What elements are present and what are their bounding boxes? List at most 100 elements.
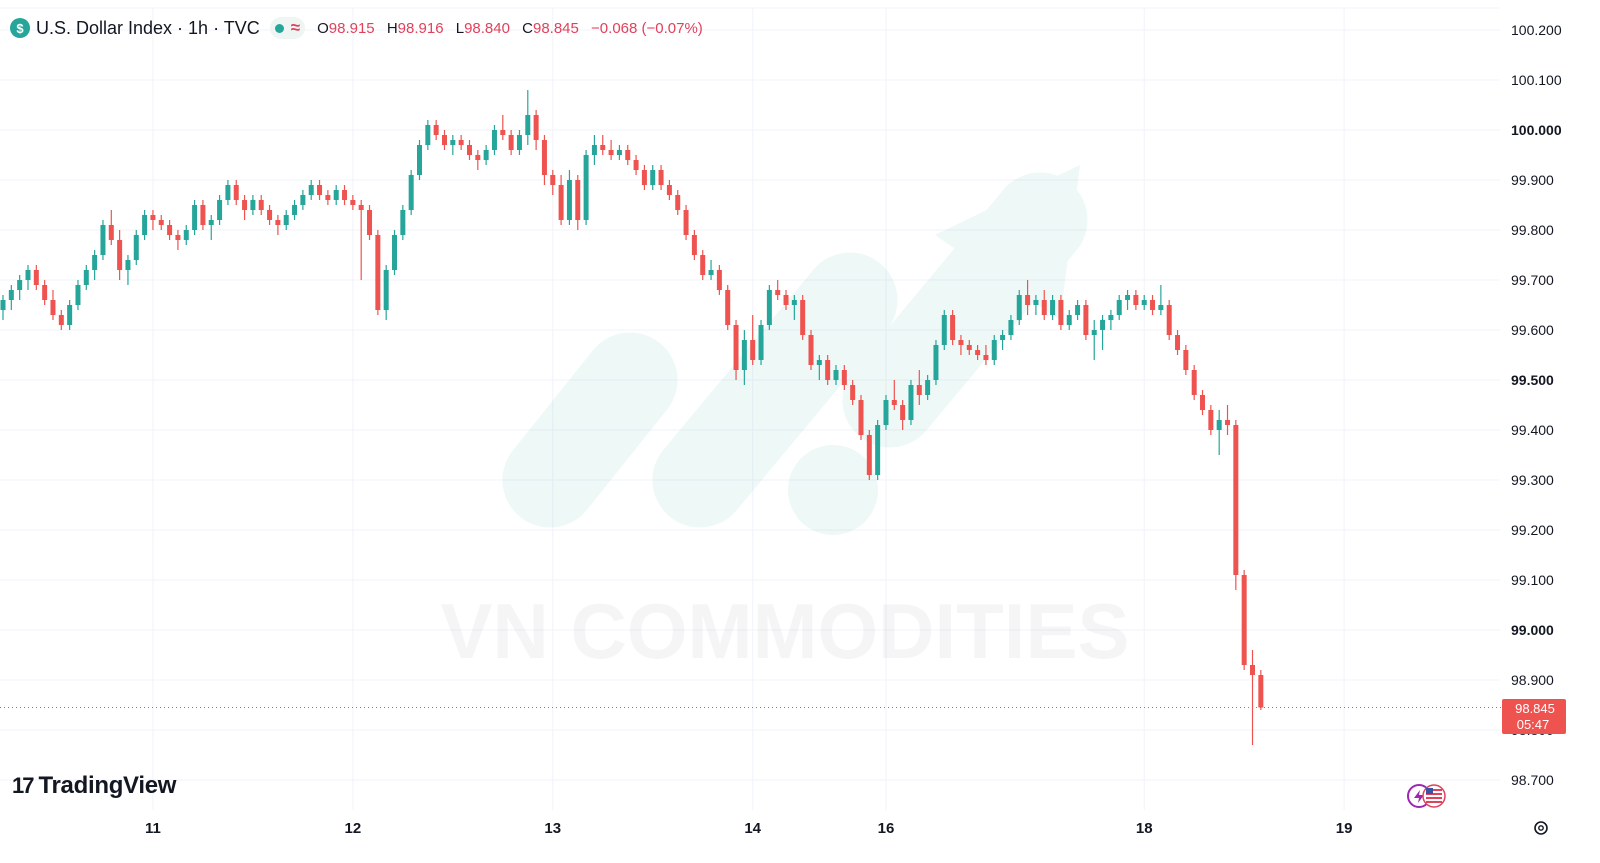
x-tick-label: 19 [1336,820,1353,837]
symbol-legend[interactable]: $ U.S. Dollar Index · 1h · TVC ≈ O98.915… [10,16,703,40]
candle-body [283,215,289,225]
candle-body [308,185,314,195]
candle-body [1208,410,1214,430]
candle-body [225,185,231,200]
candle-body [700,255,706,275]
candle-body [167,225,173,235]
x-tick-label: 16 [878,820,895,837]
candle-body [317,185,323,195]
candle-body [625,150,631,160]
candle-body [217,200,223,220]
candle-body [1216,420,1222,430]
high-label: H [386,19,398,37]
candle-body [733,325,739,370]
candle-body [725,290,731,325]
flag-icon[interactable] [1407,784,1446,808]
candle-body [783,295,789,305]
candle-body [108,225,114,240]
price-tag-countdown: 05:47 [1517,717,1550,732]
y-tick-label: 100.000 [1511,122,1562,138]
candle-body [691,235,697,255]
candle-body [658,170,664,185]
candle-body [841,370,847,385]
candle-body [925,380,931,395]
candle-body [525,115,531,135]
candle-body [508,135,514,150]
candle-body [516,135,522,150]
candle-body [466,145,472,155]
y-tick-label: 100.200 [1511,22,1562,38]
candle-body [483,150,489,160]
candle-body [350,200,356,205]
close-value: 98.845 [532,19,579,37]
candle-body [966,345,972,350]
tradingview-logo[interactable]: 17 TradingView [12,772,176,800]
candle-body [458,140,464,145]
candle-body [875,425,881,475]
low-value: 98.840 [464,19,510,37]
candle-body [1041,300,1047,315]
candle-body [741,340,747,370]
price-axis[interactable]: 98.70098.80098.90099.00099.10099.20099.3… [1511,22,1562,788]
y-tick-label: 100.100 [1511,72,1562,88]
candle-body [775,290,781,295]
candle-body [50,300,56,315]
gear-icon[interactable] [1534,821,1548,835]
candle-body [575,180,581,220]
candle-body [1108,315,1114,320]
candle-body [100,225,106,255]
candle-body [150,215,156,220]
candle-body [866,435,872,475]
candle-body [67,305,73,325]
candle-body [1066,315,1072,325]
candle-body [850,385,856,400]
y-tick-label: 99.000 [1511,622,1554,638]
candle-body [800,300,806,335]
candle-body [716,270,722,290]
time-axis[interactable]: 11 12 13 14 16 18 19 [145,820,1352,837]
market-status[interactable]: ≈ [269,17,306,39]
y-tick-label: 99.700 [1511,272,1554,288]
candle-body [450,140,456,145]
candle-body [683,210,689,235]
candle-body [950,315,956,340]
candle-body [83,270,89,285]
candle-body [408,175,414,210]
candle-body [417,145,422,175]
candle-body [533,115,539,140]
price-tag-value: 98.845 [1515,701,1555,716]
candle-body [333,190,339,200]
candles [0,90,1264,745]
candle-body [933,345,939,380]
candle-body [975,350,981,355]
candle-body [0,300,6,310]
candle-body [1175,335,1181,350]
candle-body [200,205,206,225]
candle-body [33,270,39,285]
candle-body [233,185,239,200]
candle-body [491,130,497,150]
candle-body [392,235,398,270]
change-value: −0.068 (−0.07%) [591,19,703,37]
candle-body [941,315,947,345]
data-delay-icon: ≈ [290,18,301,37]
symbol-title[interactable]: U.S. Dollar Index · 1h · TVC [36,17,260,38]
candle-body [891,400,897,405]
candle-body [1133,295,1139,305]
candle-body [142,215,148,235]
close-label: C [522,19,533,37]
candle-body [1100,320,1106,330]
candle-body [42,285,48,300]
candle-body [758,325,764,360]
y-tick-label: 99.200 [1511,522,1554,538]
candle-body [358,205,364,210]
y-tick-label: 99.100 [1511,572,1554,588]
candle-body [675,195,681,210]
candle-body [600,145,606,150]
candle-body [708,270,714,275]
candle-body [1141,300,1147,305]
candle-body [25,270,31,280]
candle-body [608,150,614,155]
